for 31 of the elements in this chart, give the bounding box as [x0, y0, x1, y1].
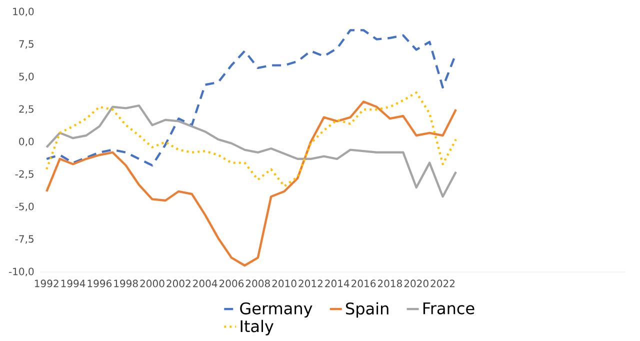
- x-tick-label: 2012: [298, 280, 322, 288]
- x-tick-label: 2002: [166, 280, 190, 288]
- x-tick-label: 1998: [114, 280, 138, 288]
- y-tick-label: 5,0: [19, 72, 34, 82]
- y-tick-label: 2,5: [19, 105, 34, 114]
- x-tick-label: 2018: [378, 280, 402, 288]
- x-tick-label: 2006: [219, 280, 244, 288]
- x-tick-label: 1992: [34, 280, 58, 288]
- legend-label: Italy: [240, 320, 274, 336]
- line-series: [46, 92, 458, 188]
- y-tick-label: 10,0: [13, 8, 34, 16]
- y-tick-label: 0,0: [19, 138, 34, 146]
- legend-label: Germany: [240, 302, 312, 318]
- x-tick-label: 2000: [140, 280, 164, 288]
- y-tick-label: -10,0: [8, 268, 34, 276]
- x-tick-label: 2022: [430, 280, 454, 288]
- y-tick-label: -2,5: [15, 170, 34, 179]
- x-tick-label: 2020: [404, 280, 428, 288]
- x-tick-label: 2004: [193, 280, 218, 288]
- x-tick-label: 2008: [246, 280, 270, 288]
- x-tick-label: 2016: [352, 280, 376, 288]
- x-tick-label: 1996: [88, 280, 112, 288]
- line-series: [46, 100, 458, 267]
- y-tick-label: -5,0: [15, 202, 34, 212]
- x-tick-label: 2014: [325, 280, 350, 288]
- y-tick-label: -7,5: [15, 235, 34, 244]
- x-tick-label: 1994: [61, 280, 86, 288]
- legend-label: Spain: [346, 302, 388, 318]
- legend-label: France: [423, 302, 474, 314]
- x-tick-label: 2010: [272, 280, 296, 288]
- y-tick-label: 7,5: [19, 40, 34, 49]
